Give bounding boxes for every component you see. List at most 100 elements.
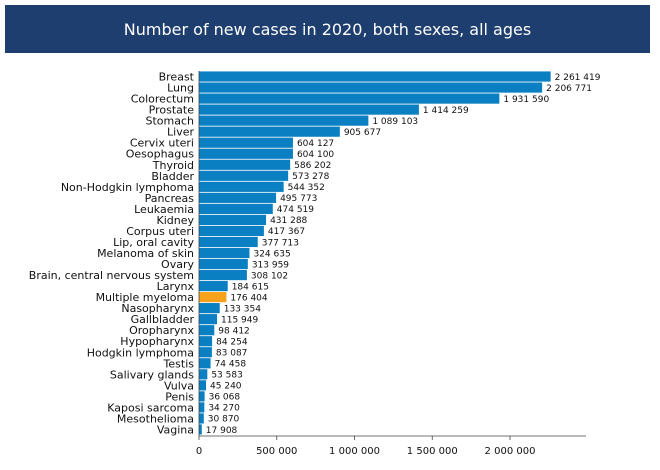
bar [199,126,340,137]
category-label: Vagina [157,423,194,436]
value-label: 417 367 [268,227,305,237]
x-tick-label: 1 500 000 [407,446,458,457]
category-label: Lip, oral cavity [113,236,194,249]
value-label: 2 206 771 [546,84,592,94]
value-label: 544 352 [288,183,325,193]
value-label: 36 068 [209,393,241,403]
category-label: Breast [159,71,195,84]
category-label: Colorectum [131,93,194,106]
value-label: 474 519 [277,205,314,215]
value-label: 604 127 [297,139,334,149]
value-label: 1 414 259 [423,106,469,116]
bar [199,325,215,336]
category-label: Lung [167,82,194,95]
category-label: Kidney [156,214,194,227]
value-label: 586 202 [294,161,331,171]
value-label: 1 089 103 [372,117,418,127]
value-label: 573 278 [292,172,329,182]
category-label: Brain, central nervous system [29,269,194,282]
category-label: Salivary glands [110,368,194,381]
chart-title-bar: Number of new cases in 2020, both sexes,… [5,5,650,53]
category-label: Oesophagus [126,148,195,161]
value-label: 377 713 [262,238,299,248]
value-label: 34 270 [208,404,240,414]
category-label: Multiple myeloma [96,291,194,304]
bar [199,148,293,159]
bar [199,225,264,237]
bar [199,247,250,259]
category-label: Mesothelioma [117,412,194,425]
bar [199,203,273,214]
bar [199,336,213,347]
bar [199,347,212,358]
category-label: Oropharynx [129,324,194,337]
bar [199,292,227,303]
value-label: 308 102 [251,271,288,281]
value-label: 1 931 590 [503,95,549,105]
bar [199,413,204,424]
x-tick-label: 1 000 000 [329,446,380,457]
category-label: Leukaemia [134,203,194,216]
value-label: 98 412 [218,327,250,337]
bar [199,280,228,292]
bar [199,269,247,281]
category-label: Thyroid [152,159,194,172]
value-label: 431 288 [270,216,307,226]
x-tick-label: 0 [196,446,202,457]
x-tick-label: 500 000 [256,446,297,457]
bar [199,214,267,226]
value-label: 17 908 [206,426,238,436]
category-label: Penis [165,390,194,403]
value-label: 45 240 [210,382,242,392]
value-label: 604 100 [297,150,334,160]
category-label: Ovary [161,258,194,271]
value-label: 115 949 [221,315,258,325]
value-label: 53 583 [211,371,243,381]
value-label: 176 404 [230,293,267,303]
category-label: Bladder [151,170,194,183]
x-tick-label: 2 000 000 [485,446,536,457]
bar [199,82,543,93]
value-label: 324 635 [253,249,290,259]
category-label: Hypopharynx [120,335,194,348]
value-label: 905 677 [344,128,381,138]
bar [199,402,205,413]
value-label: 84 254 [216,338,248,348]
value-label: 30 870 [208,415,240,425]
bar [199,314,218,325]
category-label: Non-Hodgkin lymphoma [61,181,194,194]
category-label: Hodgkin lymphoma [87,346,194,359]
bar [199,104,419,115]
category-label: Larynx [157,280,195,293]
bar [199,236,258,248]
value-label: 313 959 [252,260,289,270]
category-label: Pancreas [145,192,195,205]
bar [199,380,207,391]
bar [199,181,284,192]
bar [199,93,500,104]
value-label: 495 773 [280,194,317,204]
bar [199,137,293,148]
category-label: Cervix uteri [130,137,194,150]
bar [199,192,277,203]
bar [199,358,211,369]
bar [199,369,208,380]
bar [199,258,248,270]
category-label: Corpus uteri [126,225,194,238]
category-label: Kaposi sarcoma [107,401,194,414]
bar [199,170,289,181]
category-label: Liver [167,126,194,139]
category-label: Testis [163,357,195,370]
category-label: Vulva [164,379,194,392]
bar [199,159,291,170]
bar [199,71,551,82]
bar [199,303,220,314]
category-label: Nasopharynx [121,302,194,315]
value-label: 83 087 [216,349,248,359]
bar [199,391,205,402]
value-label: 184 615 [232,282,269,292]
bar [199,115,369,126]
category-label: Melanoma of skin [97,247,194,260]
value-label: 74 458 [215,360,247,370]
category-label: Gallbladder [131,313,195,326]
